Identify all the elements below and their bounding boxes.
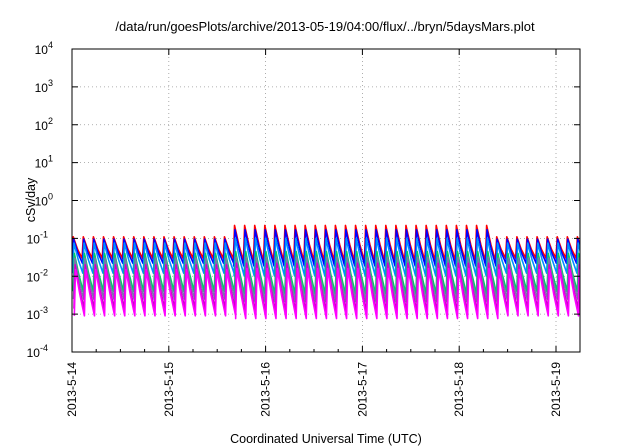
chart-title: /data/run/goesPlots/archive/2013-05-19/0… (115, 19, 535, 34)
y-tick-label: 10-2 (27, 267, 48, 284)
series-group (72, 224, 580, 320)
x-tick-label: 2013-5-18 (452, 362, 466, 417)
series-line (73, 267, 580, 320)
x-axis-label: Coordinated Universal Time (UTC) (230, 432, 422, 446)
y-tick-label: 10-4 (27, 343, 48, 360)
series-line (72, 237, 580, 277)
y-tick-label: 100 (35, 192, 53, 209)
y-tick-label: 10-1 (27, 229, 48, 246)
x-tick-label: 2013-5-16 (259, 362, 273, 417)
x-tick-label: 2013-5-14 (65, 362, 79, 417)
y-tick-label: 102 (35, 116, 53, 133)
x-tick-label: 2013-5-17 (355, 362, 369, 417)
ticks: 10-4 10-3 10-2 10-1 100 101 102 103 104 2013-5-14… (27, 40, 580, 417)
y-tick-label: 103 (35, 78, 53, 95)
y-tick-label: 101 (35, 154, 53, 171)
y-tick-label: 104 (35, 40, 53, 57)
y-tick-label: 10-3 (27, 305, 48, 322)
y-axis-label: cSv/day (24, 177, 38, 222)
x-tick-label: 2013-5-15 (162, 362, 176, 417)
x-tick-label: 2013-5-19 (549, 362, 563, 417)
